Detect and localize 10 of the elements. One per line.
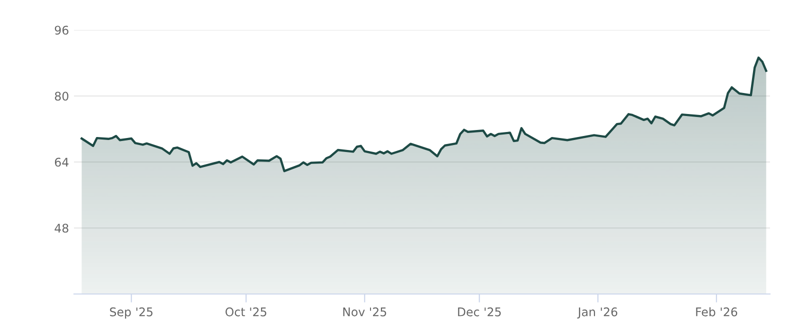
x-tick-label: Dec '25 bbox=[458, 307, 501, 316]
x-tick-label: Jan '26 bbox=[577, 307, 618, 319]
y-tick-label: 64 bbox=[54, 158, 68, 167]
x-tick-label: Sep '25 bbox=[110, 307, 152, 319]
y-tick-label: 48 bbox=[54, 224, 68, 233]
x-tick-label: Feb '26 bbox=[696, 307, 738, 316]
y-tick-label: 80 bbox=[54, 92, 68, 101]
y-tick-label: 96 bbox=[54, 26, 68, 35]
x-tick-label: Oct '25 bbox=[226, 307, 266, 316]
x-tick-label: Nov '25 bbox=[343, 307, 386, 316]
